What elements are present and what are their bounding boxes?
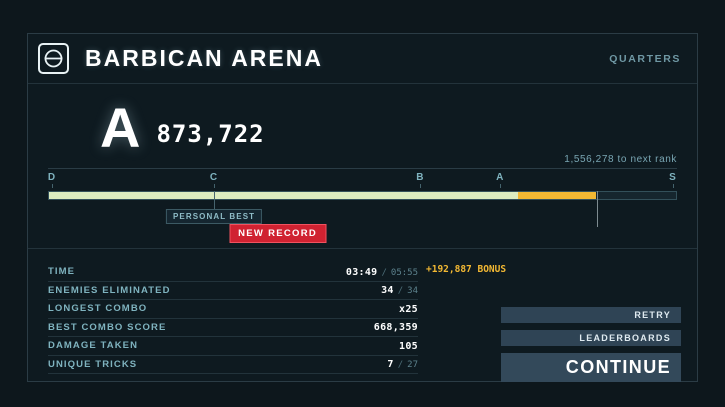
page-title: BARBICAN ARENA (85, 45, 323, 71)
stat-primary-value: 668,359 (373, 322, 418, 333)
rank-tick-mark (420, 184, 422, 188)
stat-values: 34/34 (381, 285, 418, 296)
stat-primary-value: 03:49 (345, 266, 378, 278)
stat-values: x25 (399, 304, 418, 315)
grade-letter: A (100, 95, 141, 159)
stat-row: DAMAGE TAKEN 105 (48, 337, 418, 356)
stat-row: LONGEST COMBO x25 (48, 300, 418, 319)
rank-tick-label: B (416, 172, 425, 183)
stat-separator: / (397, 360, 404, 370)
stat-label: DAMAGE TAKEN (48, 340, 139, 352)
rank-tick-label: A (496, 172, 505, 183)
stat-separator: / (381, 267, 387, 278)
stat-values: 03:49/05:55 +192,887 BONUS (345, 264, 506, 278)
rank-tick-label: S (669, 172, 677, 183)
rank-scale: D C B A S PERSONAL BEST NEW RECORD (48, 168, 677, 254)
stat-values: 668,359 (374, 322, 418, 333)
stat-primary-value: 34 (381, 285, 394, 296)
stat-row: BEST COMBO SCORE 668,359 (48, 319, 418, 337)
stat-secondary-value: 34 (407, 286, 418, 296)
stat-primary-value: x25 (399, 303, 418, 315)
stat-label: ENEMIES ELIMINATED (48, 284, 171, 296)
leaderboards-button[interactable]: LEADERBOARDS (501, 330, 681, 346)
next-rank-note: 1,556,278 to next rank (564, 154, 677, 165)
rank-tick-mark (214, 184, 216, 188)
stat-row: ENEMIES ELIMINATED 34/34 (48, 282, 418, 300)
meter-new-score-fill (517, 192, 597, 199)
scale-rule (48, 168, 677, 169)
grade-row: A 873,722 (48, 95, 677, 159)
meter-personal-best-fill (49, 192, 518, 199)
new-record-badge: NEW RECORD (229, 224, 327, 243)
personal-best-badge: PERSONAL BEST (165, 209, 263, 224)
retry-button[interactable]: RETRY (501, 307, 681, 323)
stat-separator: / (397, 286, 404, 296)
continue-button[interactable]: CONTINUE (501, 353, 681, 382)
stat-primary-value: 7 (387, 359, 394, 370)
stat-values: 7/27 (387, 359, 418, 370)
stat-values: 105 (399, 341, 418, 352)
results-panel: BARBICAN ARENA QUARTERS A 873,722 1,556,… (27, 33, 698, 382)
stat-label: BEST COMBO SCORE (48, 321, 167, 333)
final-score: 873,722 (156, 120, 265, 148)
stage-label: QUARTERS (609, 52, 681, 65)
circle-bar-emblem-icon (38, 43, 69, 74)
stat-bonus-value: +192,887 BONUS (426, 263, 507, 275)
rank-section: A 873,722 1,556,278 to next rank D C B A S P… (28, 84, 697, 249)
rank-tick-mark (673, 184, 674, 188)
stat-label: UNIQUE TRICKS (48, 358, 138, 370)
rank-tick-label: C (209, 172, 219, 183)
stat-row: UNIQUE TRICKS 7/27 (48, 356, 418, 374)
stat-primary-value: 105 (399, 340, 418, 352)
stat-secondary-value: 27 (407, 360, 418, 370)
stat-secondary-value: 05:55 (390, 267, 418, 278)
results-lower-area: TIME 03:49/05:55 +192,887 BONUS ENEMIES ELI… (28, 249, 697, 382)
results-header: BARBICAN ARENA QUARTERS (28, 34, 697, 84)
new-record-connector (597, 191, 599, 227)
rank-tick-mark (52, 184, 53, 188)
stat-row: TIME 03:49/05:55 +192,887 BONUS (48, 263, 506, 282)
stat-label: TIME (48, 266, 76, 278)
action-buttons: RETRY LEADERBOARDS CONTINUE (501, 263, 681, 382)
rank-tick-mark (500, 184, 502, 188)
rank-tick-label: D (47, 172, 57, 183)
stat-label: LONGEST COMBO (48, 303, 148, 315)
personal-best-connector (214, 191, 216, 211)
rank-progress-meter (48, 191, 677, 200)
stats-table: TIME 03:49/05:55 +192,887 BONUS ENEMIES ELI… (48, 263, 506, 381)
